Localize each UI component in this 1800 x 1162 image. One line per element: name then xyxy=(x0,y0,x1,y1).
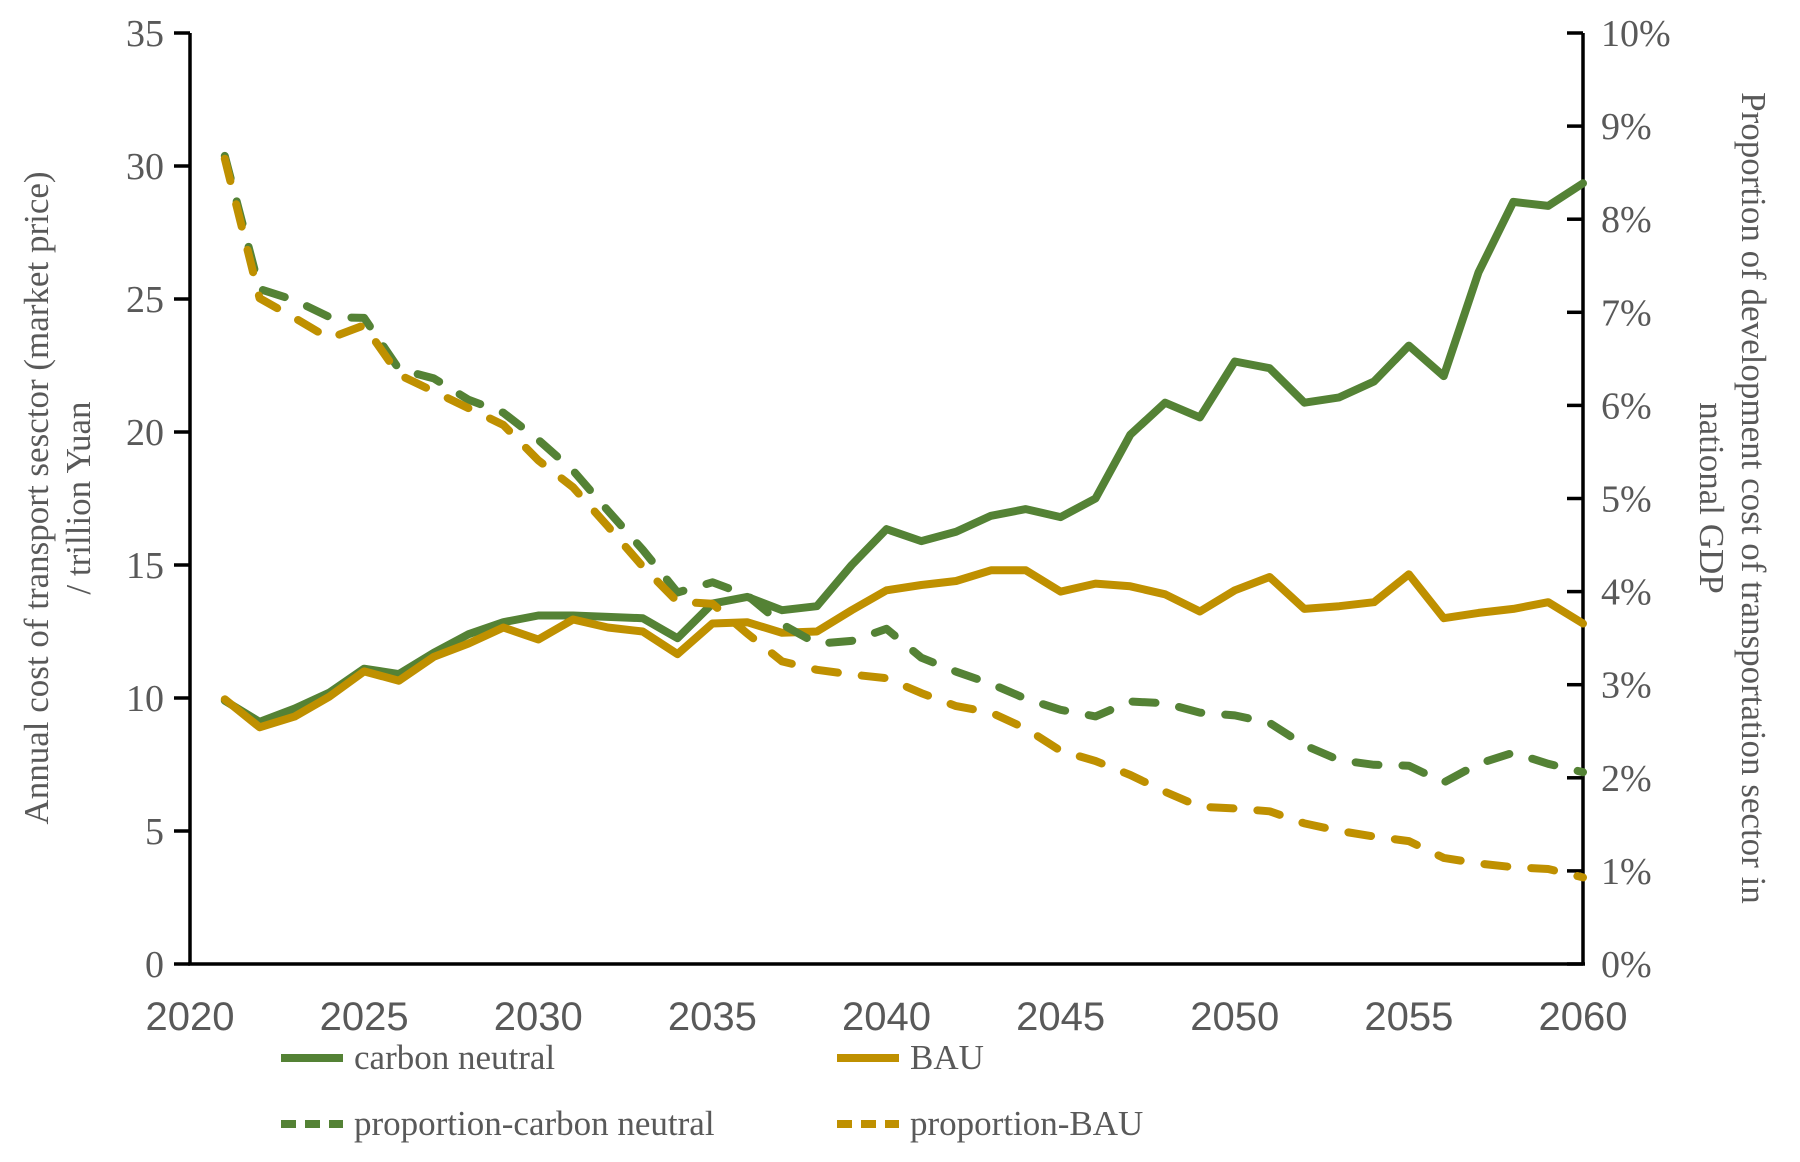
right-axis-tick-label: 6% xyxy=(1601,385,1652,427)
left-axis-title-line1: Annual cost of transport sesctor (market… xyxy=(17,171,56,825)
legend-item-bau: BAU xyxy=(836,1036,1143,1080)
right-axis-tick-label: 7% xyxy=(1601,292,1652,334)
x-axis-tick-label: 2040 xyxy=(842,995,931,1039)
legend-swatch-carbon-neutral xyxy=(281,1054,343,1062)
left-axis-tick-label: 25 xyxy=(126,279,164,321)
legend-swatch-bau xyxy=(837,1054,899,1062)
right-axis-tick-label: 2% xyxy=(1601,758,1652,800)
x-axis-tick-label: 2055 xyxy=(1364,995,1453,1039)
legend-label-proportion-bau: proportion-BAU xyxy=(910,1104,1144,1143)
right-axis-title-line1: Proportion of development cost of transp… xyxy=(1734,92,1773,904)
right-axis-tick-label: 0% xyxy=(1601,944,1652,986)
right-axis-tick-label: 3% xyxy=(1601,665,1652,707)
right-axis-tick-label: 8% xyxy=(1601,199,1652,241)
x-axis-tick-label: 2060 xyxy=(1539,995,1628,1039)
left-axis-tick-label: 15 xyxy=(126,545,164,587)
legend-swatch-proportion-bau xyxy=(837,1120,899,1128)
right-axis-tick-label: 10% xyxy=(1601,13,1671,55)
legend-item-proportion-bau: proportion-BAU xyxy=(836,1102,1143,1146)
legend-label-proportion-carbon-neutral: proportion-carbon neutral xyxy=(354,1104,715,1143)
legend-swatch-proportion-carbon-neutral xyxy=(281,1120,343,1128)
x-axis-tick-label: 2020 xyxy=(146,995,235,1039)
x-axis-tick-label: 2025 xyxy=(320,995,409,1039)
left-axis-title: Annual cost of transport sesctor (market… xyxy=(16,0,100,1048)
legend-item-proportion-carbon-neutral: proportion-carbon neutral xyxy=(280,1102,836,1146)
left-axis-tick-label: 5 xyxy=(145,811,164,853)
left-axis-tick-label: 35 xyxy=(126,13,164,55)
series-line-proportion-bau xyxy=(220,154,1587,882)
x-axis-tick-label: 2030 xyxy=(494,995,583,1039)
right-axis-title: Proportion of development cost of transp… xyxy=(1690,0,1774,1048)
left-axis-tick-label: 20 xyxy=(126,412,164,454)
legend-item-carbon-neutral: carbon neutral xyxy=(280,1036,836,1080)
left-axis-tick-label: 10 xyxy=(126,678,164,720)
series-line-proportion-carbon-neutral xyxy=(220,151,1587,787)
x-axis-tick-label: 2035 xyxy=(668,995,757,1039)
right-axis-tick-label: 1% xyxy=(1601,851,1652,893)
right-axis-title-line2: national GDP xyxy=(1692,402,1731,594)
series-line-bau xyxy=(220,566,1587,732)
right-axis-tick-label: 9% xyxy=(1601,106,1652,148)
left-axis-title-line2: / trillion Yuan xyxy=(59,401,98,595)
right-axis-tick-label: 4% xyxy=(1601,572,1652,614)
legend-label-bau: BAU xyxy=(910,1038,984,1077)
series-line-carbon-neutral xyxy=(220,179,1587,726)
right-axis-tick-label: 5% xyxy=(1601,479,1652,521)
x-axis-tick-label: 2050 xyxy=(1190,995,1279,1039)
x-axis-tick-label: 2045 xyxy=(1016,995,1105,1039)
left-axis-tick-label: 30 xyxy=(126,146,164,188)
legend-label-carbon-neutral: carbon neutral xyxy=(354,1038,556,1077)
left-axis-tick-label: 0 xyxy=(145,944,164,986)
legend: carbon neutral BAU proportion-carbon neutr… xyxy=(280,1036,1143,1146)
